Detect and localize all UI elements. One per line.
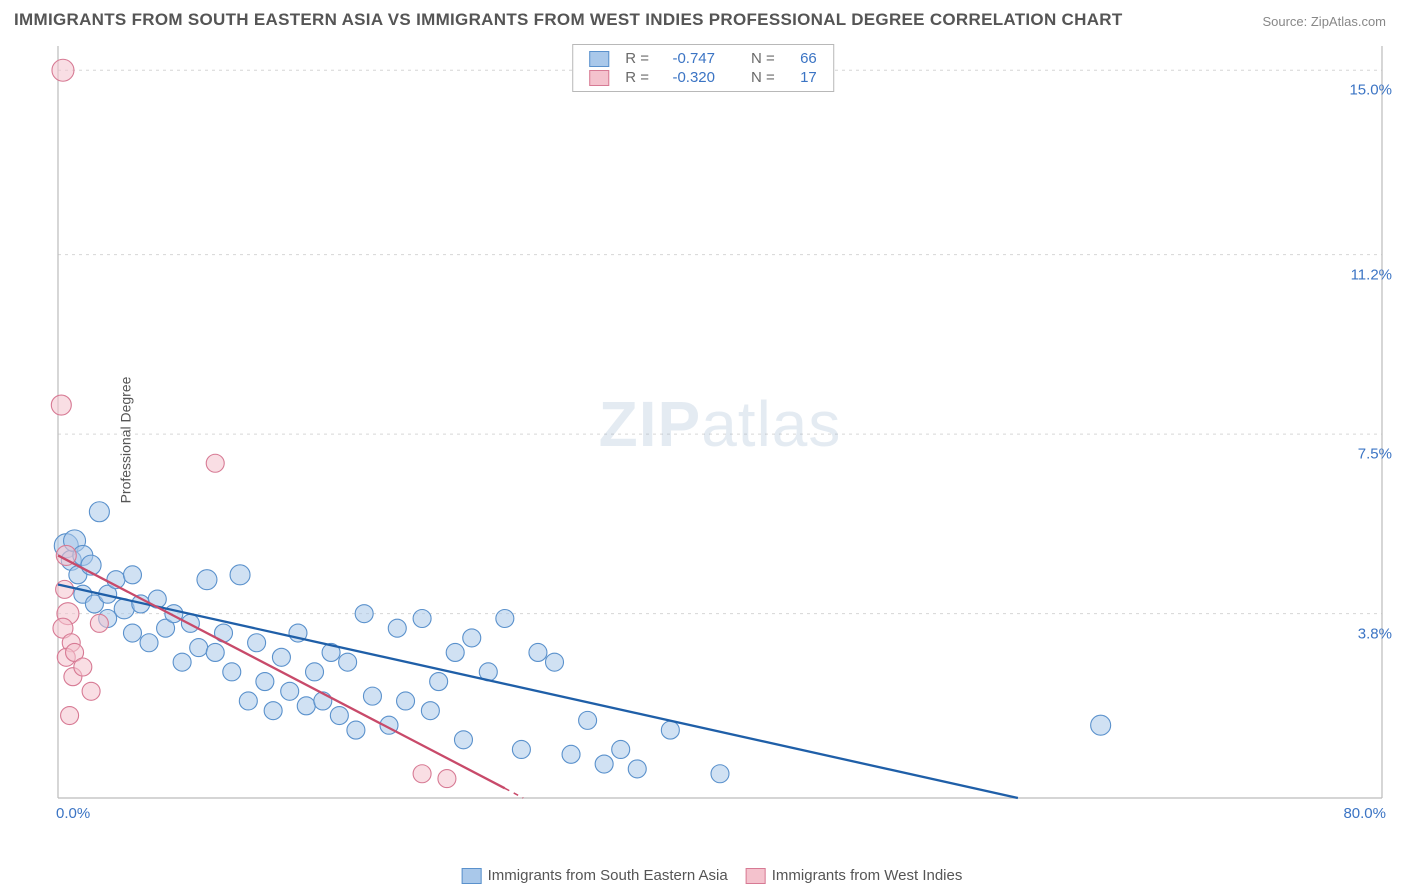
series-name: Immigrants from West Indies <box>772 867 963 884</box>
x-max-label: 80.0% <box>1343 805 1386 822</box>
legend-swatch <box>589 70 609 86</box>
legend-swatch <box>589 51 609 67</box>
r-label: R = <box>619 68 655 87</box>
r-value: -0.747 <box>655 49 721 68</box>
series-legend: Immigrants from South Eastern Asia Immigr… <box>444 867 963 884</box>
r-label: R = <box>619 49 655 68</box>
series-name: Immigrants from South Eastern Asia <box>488 867 728 884</box>
chart-area: Professional Degree ZIPatlas 3.8%7.5%11.… <box>50 40 1390 840</box>
correlation-legend: R =-0.747 N =66 R =-0.320 N =17 <box>572 44 834 92</box>
chart-title: IMMIGRANTS FROM SOUTH EASTERN ASIA VS IM… <box>14 10 1123 30</box>
x-min-label: 0.0% <box>56 805 90 822</box>
n-value: 66 <box>781 49 823 68</box>
source-label: Source: ZipAtlas.com <box>1262 14 1386 29</box>
r-value: -0.320 <box>655 68 721 87</box>
n-label: N = <box>745 68 781 87</box>
n-value: 17 <box>781 68 823 87</box>
legend-row: R =-0.747 N =66 <box>583 49 823 68</box>
n-label: N = <box>745 49 781 68</box>
legend-swatch <box>462 868 482 884</box>
legend-swatch <box>746 868 766 884</box>
scatter-plot <box>50 40 1390 840</box>
legend-row: R =-0.320 N =17 <box>583 68 823 87</box>
